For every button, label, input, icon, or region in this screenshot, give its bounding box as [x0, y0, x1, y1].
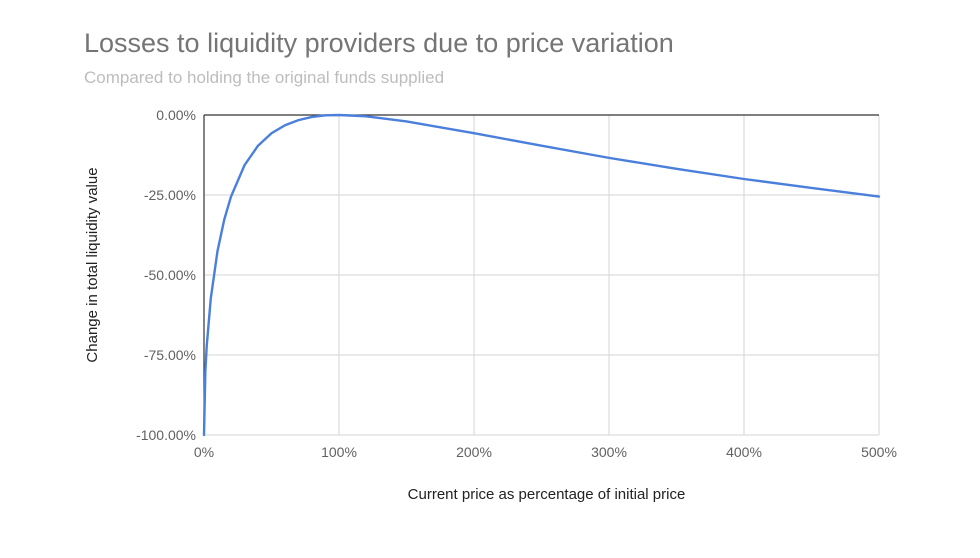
x-tick-label: 200% [456, 444, 492, 460]
y-axis-title: Change in total liquidity value [84, 167, 101, 362]
y-tick-label: -50.00% [144, 267, 196, 283]
y-tick-label: -25.00% [144, 187, 196, 203]
x-tick-label: 300% [591, 444, 627, 460]
y-tick-label: -100.00% [136, 427, 196, 443]
x-tick-label: 500% [861, 444, 897, 460]
y-tick-label: 0.00% [156, 107, 196, 123]
x-tick-label: 400% [726, 444, 762, 460]
chart-subtitle: Compared to holding the original funds s… [84, 68, 445, 87]
chart-title: Losses to liquidity providers due to pri… [84, 28, 674, 58]
y-tick-label: -75.00% [144, 347, 196, 363]
x-tick-label: 100% [321, 444, 357, 460]
series-line-0 [202, 113, 881, 437]
x-tick-label: 0% [194, 444, 214, 460]
x-axis-title: Current price as percentage of initial p… [408, 486, 686, 503]
